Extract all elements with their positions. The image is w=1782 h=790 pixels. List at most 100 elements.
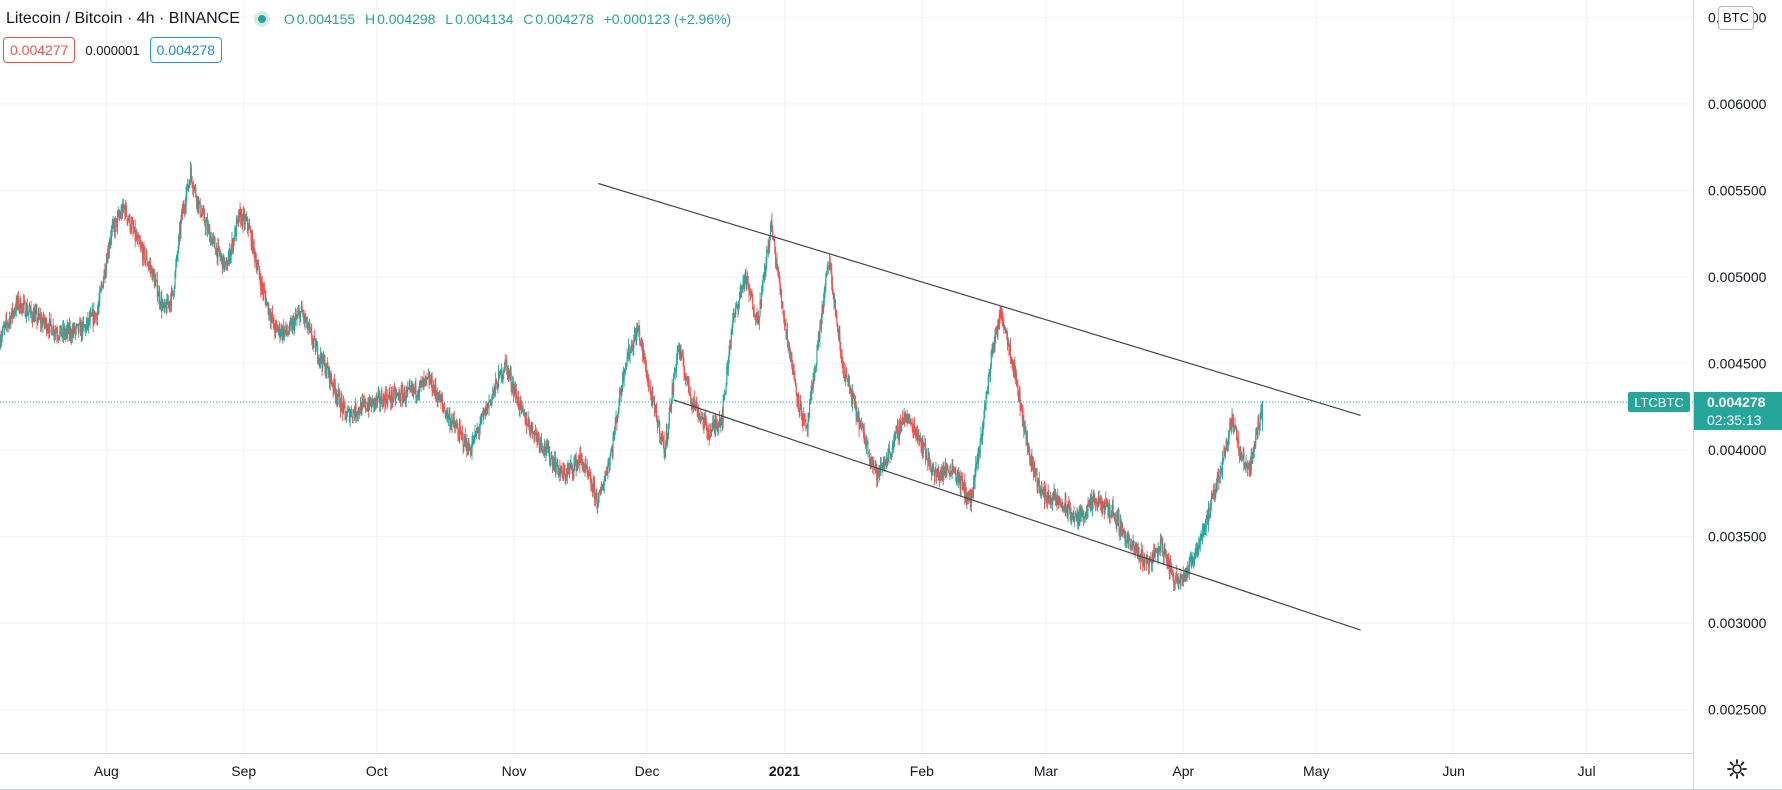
candle-body [378, 393, 380, 395]
candle-body [973, 481, 975, 485]
candle-body [503, 369, 506, 372]
candle-body [931, 469, 933, 475]
candle-body [1051, 502, 1053, 505]
candle-body [495, 379, 497, 383]
currency-badge[interactable]: BTC [1718, 6, 1754, 30]
candle-body [704, 417, 706, 422]
candle-body [6, 319, 8, 324]
candle-body [1097, 496, 1099, 508]
candle-body [731, 327, 733, 331]
candle-body [34, 313, 36, 322]
candle-body [557, 467, 559, 476]
candle-body [136, 235, 138, 240]
candle-body [346, 411, 348, 417]
candle-body [897, 426, 899, 438]
candle-body [800, 403, 802, 419]
candle-body [293, 319, 295, 330]
candle-body [826, 265, 828, 272]
candle-body [424, 379, 426, 382]
candle-body [632, 348, 634, 351]
candle-body [696, 402, 698, 407]
candle-body [520, 399, 522, 402]
candle-body [249, 225, 251, 230]
candle-body [490, 399, 492, 404]
candle-body [44, 323, 46, 324]
candle-body [122, 203, 124, 216]
candle-body [362, 401, 364, 403]
candle-body [312, 340, 314, 345]
candle-body [1014, 361, 1016, 376]
candle-body [736, 305, 738, 308]
candle-body [861, 424, 863, 427]
buy-price-button[interactable]: 0.004278 [149, 37, 223, 63]
candle-body [1258, 425, 1260, 428]
candle-body [484, 409, 486, 416]
candle-body [526, 425, 528, 427]
candle-body [1194, 554, 1196, 558]
high-value: 0.004298 [377, 11, 436, 27]
candle-body [181, 210, 183, 214]
candle-body [1156, 550, 1159, 557]
candle-body [1028, 448, 1030, 450]
candle-body [258, 266, 260, 276]
candle-body [571, 465, 574, 473]
candle-body [372, 398, 374, 400]
candle-body [633, 339, 635, 349]
candle-body [485, 404, 487, 416]
candle-body [393, 389, 395, 399]
candle-body [1209, 514, 1211, 518]
candle-body [599, 489, 601, 494]
candle-body [729, 340, 731, 352]
candle-body [512, 383, 514, 395]
candle-body [130, 223, 133, 230]
candle-body [668, 412, 670, 425]
candle-body [1125, 542, 1128, 544]
sell-price-button[interactable]: 0.004277 [3, 37, 76, 63]
candle-body [872, 462, 874, 465]
candle-body [698, 413, 701, 417]
candle-body [593, 482, 595, 485]
candle-body [629, 352, 631, 358]
candle-body [1063, 506, 1065, 509]
candle-body [13, 311, 15, 314]
candle-body [322, 354, 325, 363]
candle-body [787, 342, 789, 348]
candle-body [554, 458, 556, 470]
candle-body [630, 346, 632, 353]
candle-body [275, 323, 277, 325]
candle-body [689, 393, 691, 395]
candle-body [1168, 558, 1170, 564]
candle-body [542, 449, 544, 452]
candle-body [370, 401, 372, 405]
candle-body [145, 255, 147, 260]
candle-body [355, 404, 357, 416]
candle-body [560, 471, 562, 475]
candle-body [1015, 373, 1017, 376]
candle-body [623, 371, 625, 381]
candle-body [597, 503, 599, 506]
candle-body [1202, 531, 1204, 533]
x-tick-label: Feb [910, 763, 934, 779]
candle-body [785, 323, 787, 332]
low-label: L [445, 11, 454, 27]
candle-body [1113, 513, 1115, 515]
candle-body [627, 356, 629, 359]
candle-body [684, 378, 687, 380]
candle-body [26, 306, 28, 315]
gear-icon[interactable] [1726, 758, 1748, 780]
symbol-title[interactable]: Litecoin / Bitcoin · 4h · BINANCE [6, 10, 240, 27]
candle-body [865, 442, 867, 447]
candle-body [1148, 558, 1150, 567]
candle-body [672, 386, 674, 392]
candle-body [117, 213, 119, 216]
candle-body [105, 261, 107, 272]
candle-body [761, 283, 763, 292]
candle-body [1235, 427, 1238, 437]
candle-body [283, 327, 285, 337]
candle-body [1077, 518, 1079, 525]
candle-body [380, 394, 382, 403]
candle-body [1012, 367, 1014, 372]
candle-body [707, 428, 709, 432]
